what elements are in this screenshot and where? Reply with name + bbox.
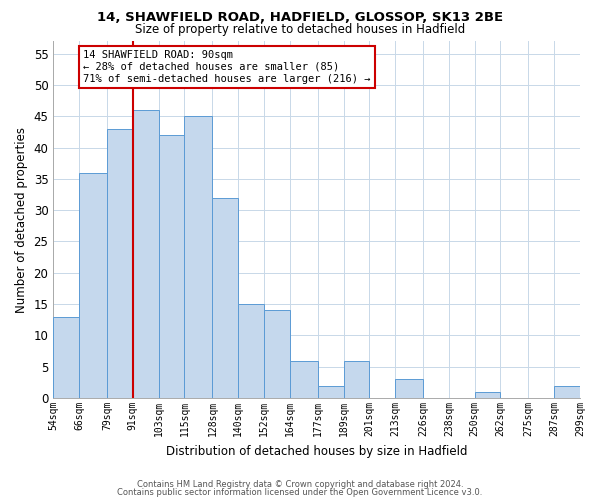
Bar [475,392,500,398]
Text: Size of property relative to detached houses in Hadfield: Size of property relative to detached ho… [135,22,465,36]
Bar [133,110,158,398]
Bar [212,198,238,398]
Bar [344,360,370,398]
Bar [395,380,423,398]
Bar [290,360,318,398]
Text: Contains HM Land Registry data © Crown copyright and database right 2024.: Contains HM Land Registry data © Crown c… [137,480,463,489]
Bar [264,310,290,398]
Text: Contains public sector information licensed under the Open Government Licence v3: Contains public sector information licen… [118,488,482,497]
Bar [79,172,107,398]
X-axis label: Distribution of detached houses by size in Hadfield: Distribution of detached houses by size … [166,444,467,458]
Text: 14, SHAWFIELD ROAD, HADFIELD, GLOSSOP, SK13 2BE: 14, SHAWFIELD ROAD, HADFIELD, GLOSSOP, S… [97,11,503,24]
Bar [554,386,580,398]
Bar [158,135,184,398]
Bar [107,128,133,398]
Text: 14 SHAWFIELD ROAD: 90sqm
← 28% of detached houses are smaller (85)
71% of semi-d: 14 SHAWFIELD ROAD: 90sqm ← 28% of detach… [83,50,371,84]
Bar [184,116,212,398]
Bar [238,304,264,398]
Y-axis label: Number of detached properties: Number of detached properties [15,126,28,312]
Bar [53,316,79,398]
Bar [318,386,344,398]
